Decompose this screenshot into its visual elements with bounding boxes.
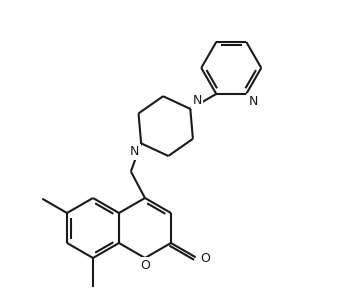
Text: O: O — [140, 259, 150, 272]
Text: O: O — [201, 252, 211, 265]
Text: N: N — [130, 145, 139, 158]
Text: N: N — [192, 94, 202, 107]
Text: N: N — [248, 95, 258, 108]
